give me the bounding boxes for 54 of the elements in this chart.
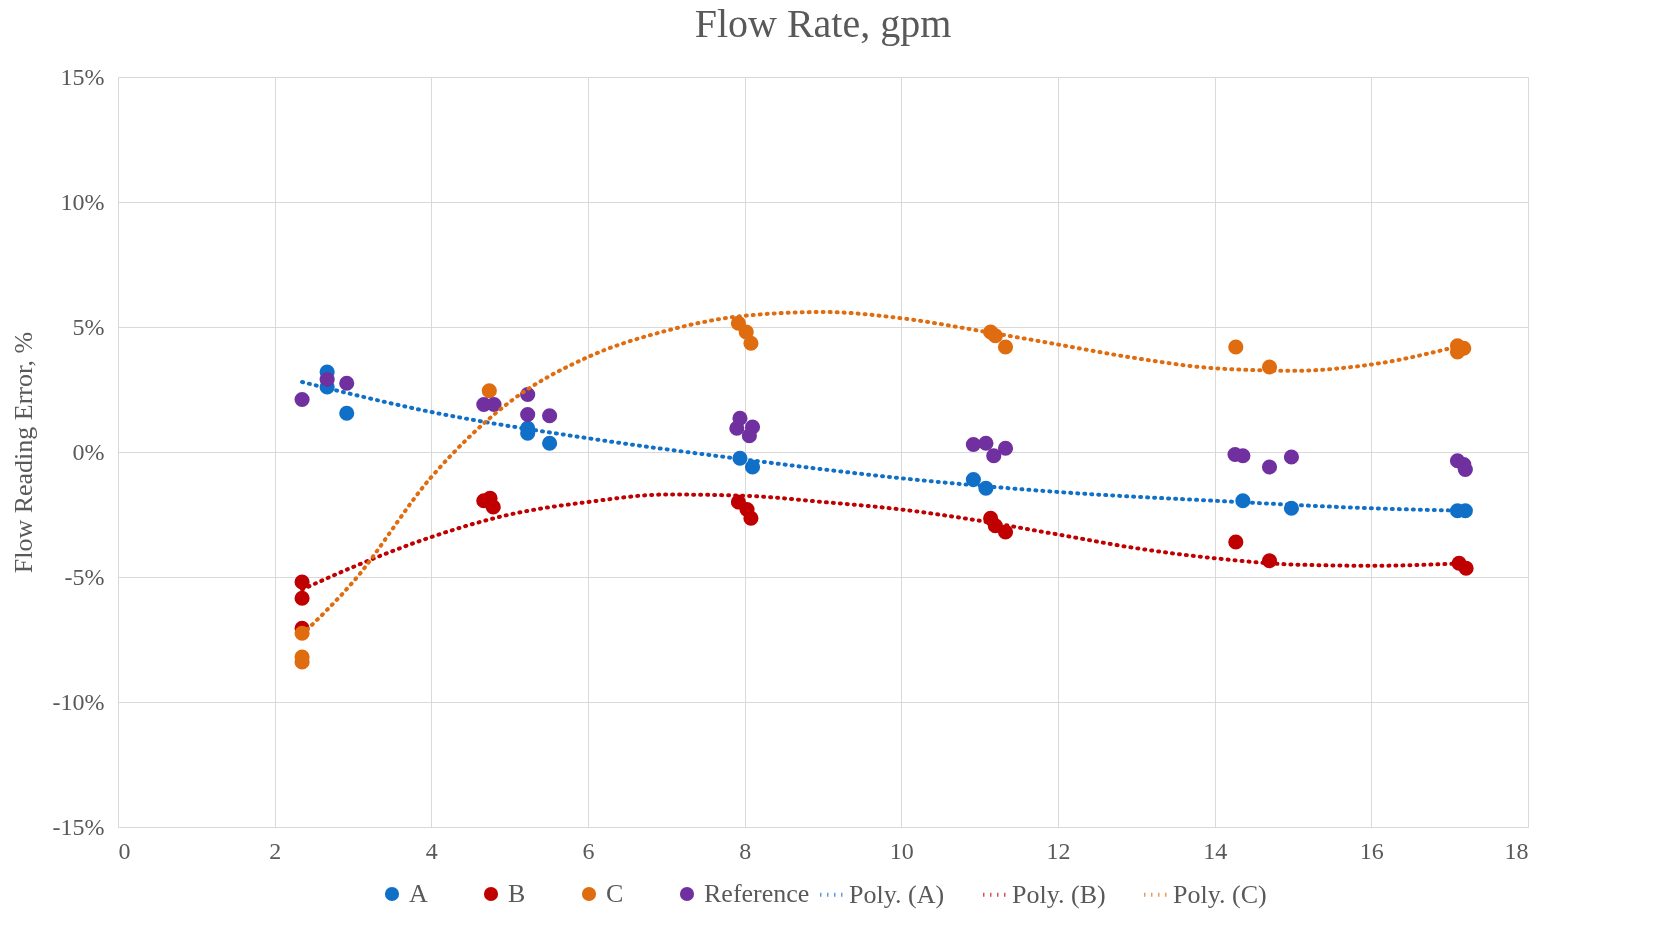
x-tick-label: 4: [425, 837, 438, 864]
point: [1228, 339, 1244, 355]
x-tick-label: 2: [269, 837, 282, 864]
y-tick-label: 0%: [72, 438, 105, 465]
legend-label: B: [508, 879, 526, 908]
x-tick-label: 16: [1359, 837, 1384, 864]
y-tick-label: -10%: [52, 688, 105, 715]
y-tick-label: 5%: [72, 313, 105, 340]
point: [294, 574, 310, 590]
x-tick-label: 0: [118, 837, 131, 864]
y-tick-label: 10%: [60, 188, 105, 215]
point: [294, 590, 310, 606]
point: [339, 405, 355, 421]
point: [1235, 448, 1251, 464]
point: [965, 436, 981, 453]
point: [743, 335, 759, 351]
y-tick-label: -15%: [52, 813, 105, 840]
point: [1283, 449, 1300, 465]
x-tick-label: 10: [889, 837, 914, 864]
point: [741, 428, 757, 444]
point: [986, 448, 1002, 464]
x-tick-label: 6: [582, 837, 595, 864]
x-tick-label: 14: [1203, 837, 1228, 864]
point: [339, 375, 355, 391]
legend-label: Poly. (C): [1173, 879, 1267, 909]
point: [1458, 560, 1474, 576]
x-tick-label: 12: [1046, 837, 1071, 864]
chart-title: Flow Rate, gpm: [694, 1, 952, 46]
x-tick-label: 8: [739, 837, 752, 864]
legend-label: Poly. (B): [1012, 879, 1106, 909]
y-tick-label: -5%: [64, 563, 105, 590]
point: [520, 406, 536, 423]
point: [997, 339, 1014, 355]
point: [965, 471, 981, 488]
point: [319, 371, 335, 388]
point: [729, 420, 745, 436]
point: [978, 435, 994, 451]
legend-label: Reference: [704, 879, 810, 908]
legend-label: A: [409, 879, 428, 908]
point: [485, 499, 501, 515]
point: [294, 391, 310, 408]
point: [481, 383, 497, 399]
point: [1261, 459, 1278, 475]
y-tick-label: 15%: [60, 63, 105, 90]
point: [997, 440, 1014, 456]
point: [997, 524, 1014, 540]
y-axis-title: Flow Reading Error, %: [8, 331, 38, 574]
legend-label: C: [606, 879, 624, 908]
legend-label: Poly. (A): [849, 879, 945, 909]
point: [743, 510, 759, 526]
x-tick-label: 18: [1504, 837, 1529, 864]
point: [542, 408, 558, 424]
point: [1228, 534, 1244, 550]
point: [542, 435, 558, 451]
